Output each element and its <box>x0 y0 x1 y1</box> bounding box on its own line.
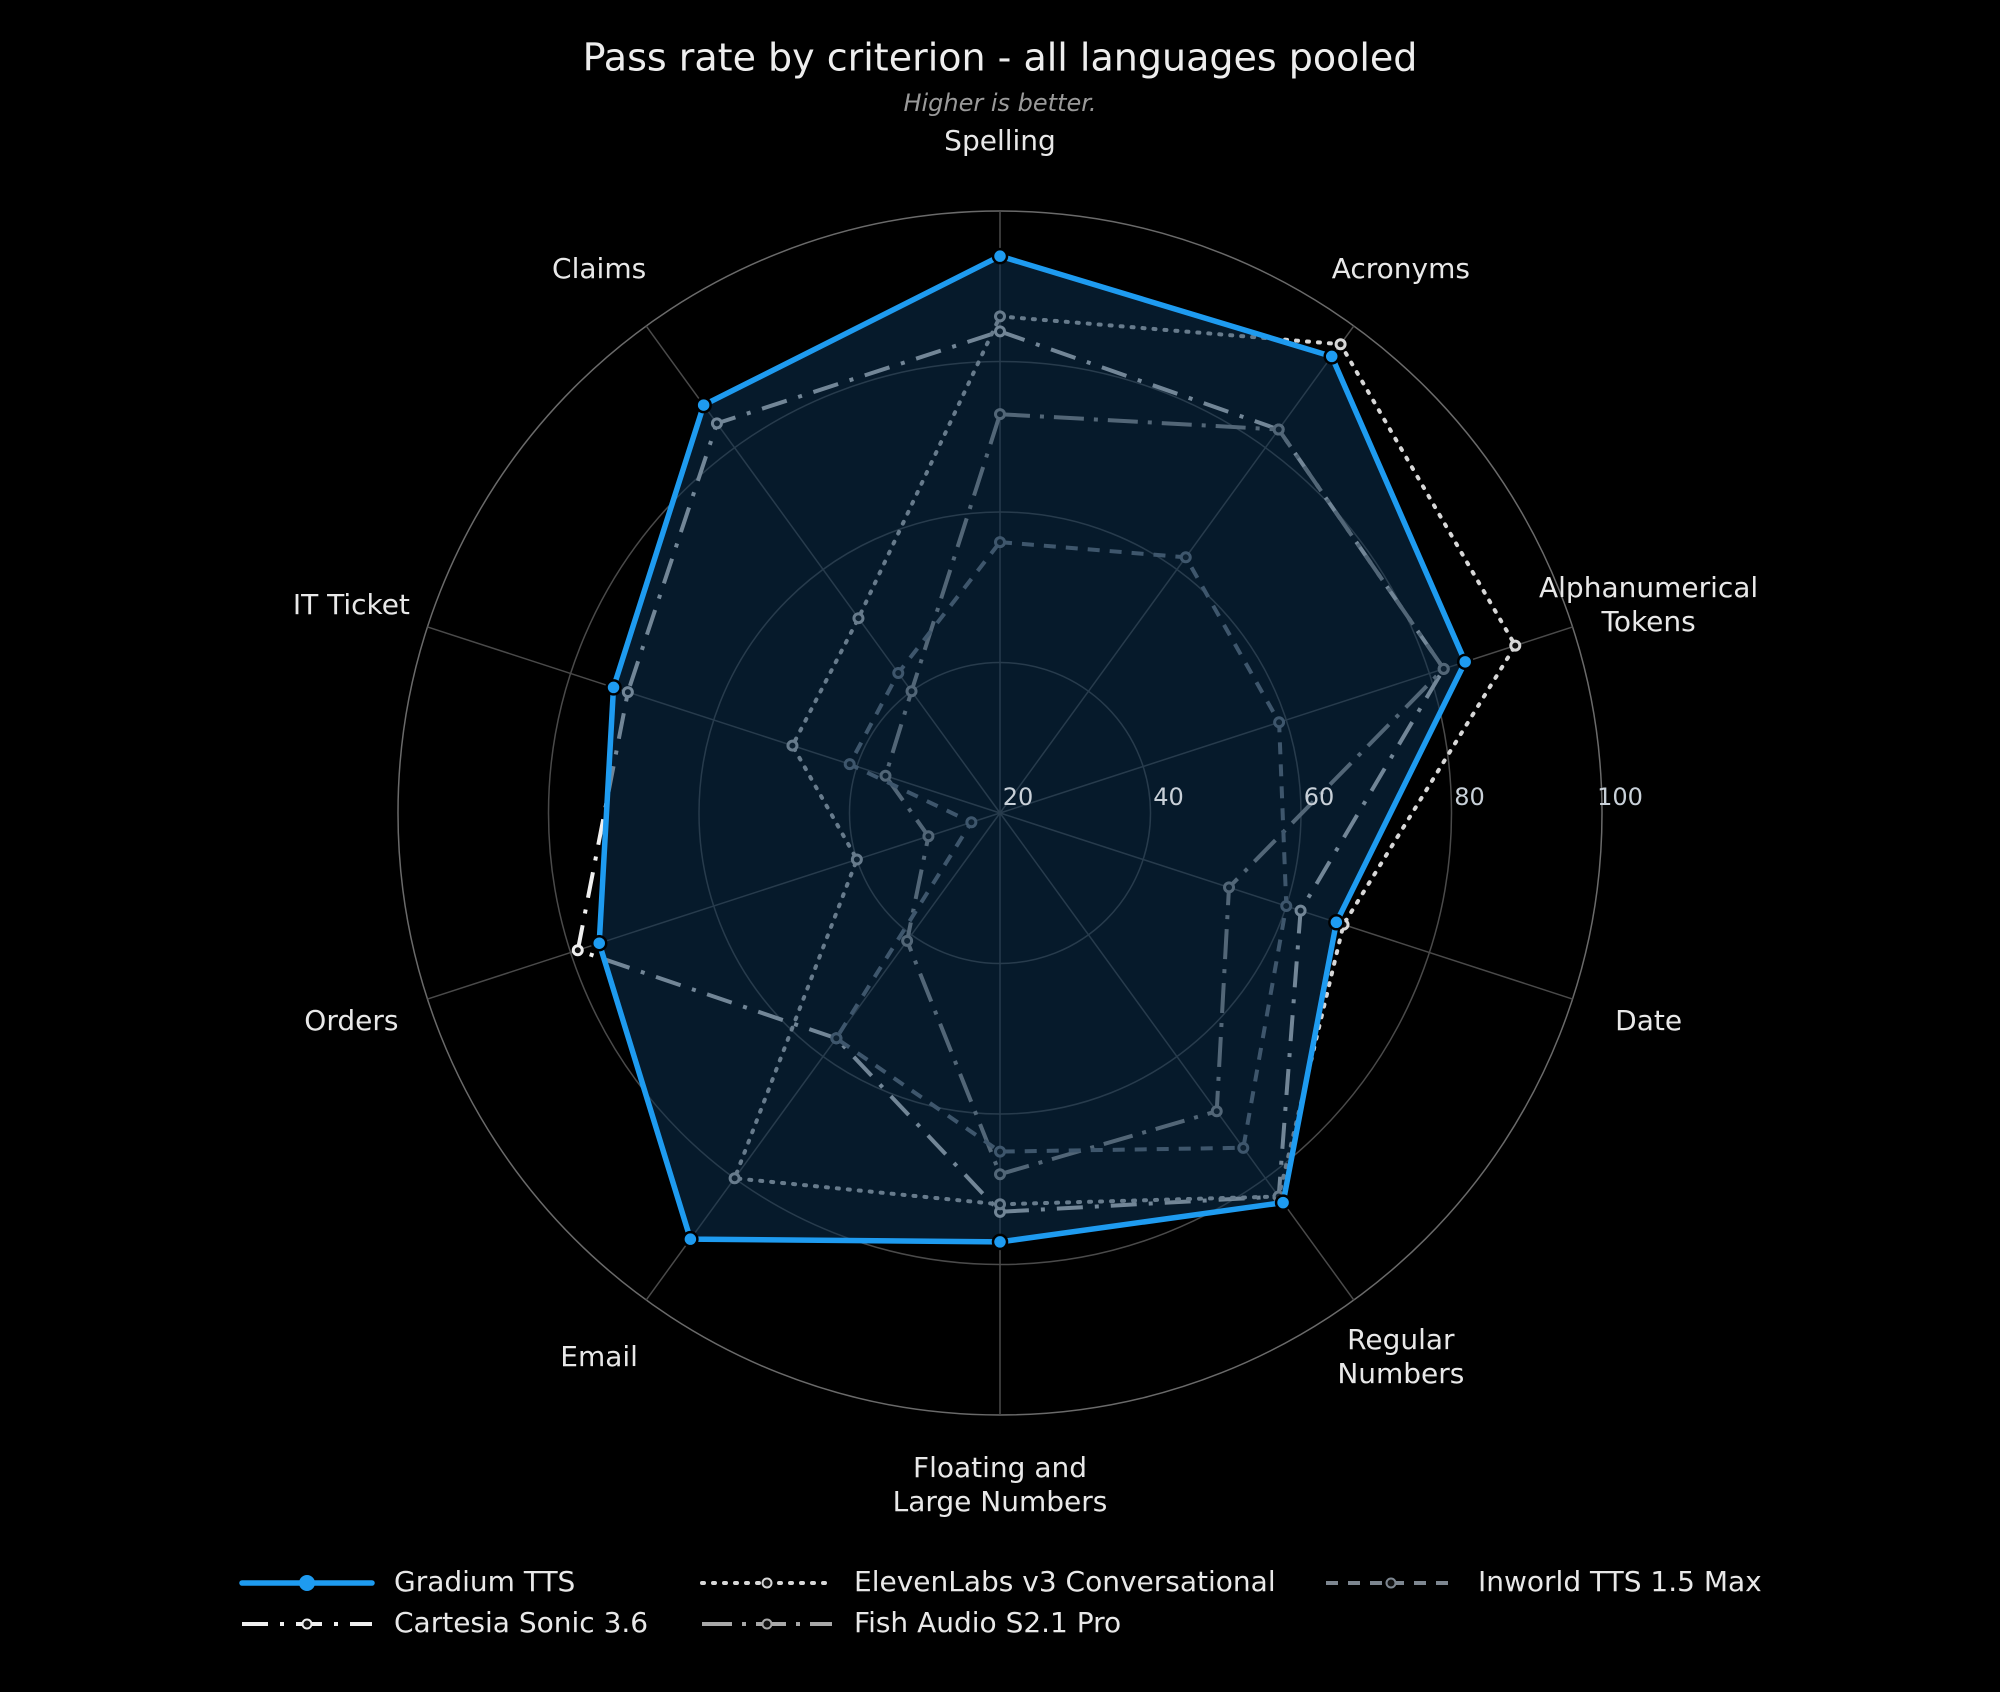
r-tick-label: 20 <box>1003 783 1034 811</box>
chart-subtitle: Higher is better. <box>903 89 1096 117</box>
marker <box>991 247 1009 265</box>
area <box>599 256 1466 1242</box>
marker <box>1274 1194 1292 1211</box>
legend-marker <box>761 1618 773 1630</box>
marker <box>1334 338 1347 351</box>
category-label: Orders <box>304 1003 399 1037</box>
marker <box>1456 653 1474 671</box>
category-label: Acronyms <box>1331 252 1470 286</box>
category-label: Claims <box>552 252 647 286</box>
category-label: Date <box>1615 1003 1683 1037</box>
category-label: Floating and Large Numbers <box>892 1451 1108 1518</box>
chart-title: Pass rate by criterion - all languages p… <box>583 36 1418 80</box>
marker <box>590 934 608 952</box>
r-tick-label: 100 <box>1597 783 1643 811</box>
marker <box>991 1233 1009 1251</box>
marker <box>1328 914 1345 931</box>
legend-marker <box>1385 1577 1397 1589</box>
r-tick-label: 40 <box>1153 783 1184 811</box>
category-label: Regular Numbers <box>1337 1322 1465 1390</box>
legend-label: Inworld TTS 1.5 Max <box>1478 1565 1762 1598</box>
marker <box>682 1230 699 1248</box>
legend-label: ElevenLabs v3 Conversational <box>854 1565 1276 1598</box>
category-label: IT Ticket <box>292 588 410 622</box>
r-tick-label: 80 <box>1454 783 1485 811</box>
legend-marker <box>761 1577 773 1589</box>
r-tick-label: 60 <box>1304 783 1335 811</box>
category-label: Spelling <box>944 124 1056 157</box>
marker <box>1323 348 1340 365</box>
marker <box>695 396 712 414</box>
category-label: Alphanumerical Tokens <box>1538 571 1759 639</box>
legend-label: Fish Audio S2.1 Pro <box>854 1606 1121 1639</box>
marker <box>605 679 622 696</box>
marker <box>1509 639 1522 652</box>
legend-marker <box>301 1618 313 1630</box>
legend-label: Cartesia Sonic 3.6 <box>394 1606 648 1639</box>
legend-label: Gradium TTS <box>394 1565 575 1598</box>
marker <box>571 944 584 957</box>
legend-marker <box>299 1575 315 1591</box>
category-label: Email <box>560 1339 638 1373</box>
